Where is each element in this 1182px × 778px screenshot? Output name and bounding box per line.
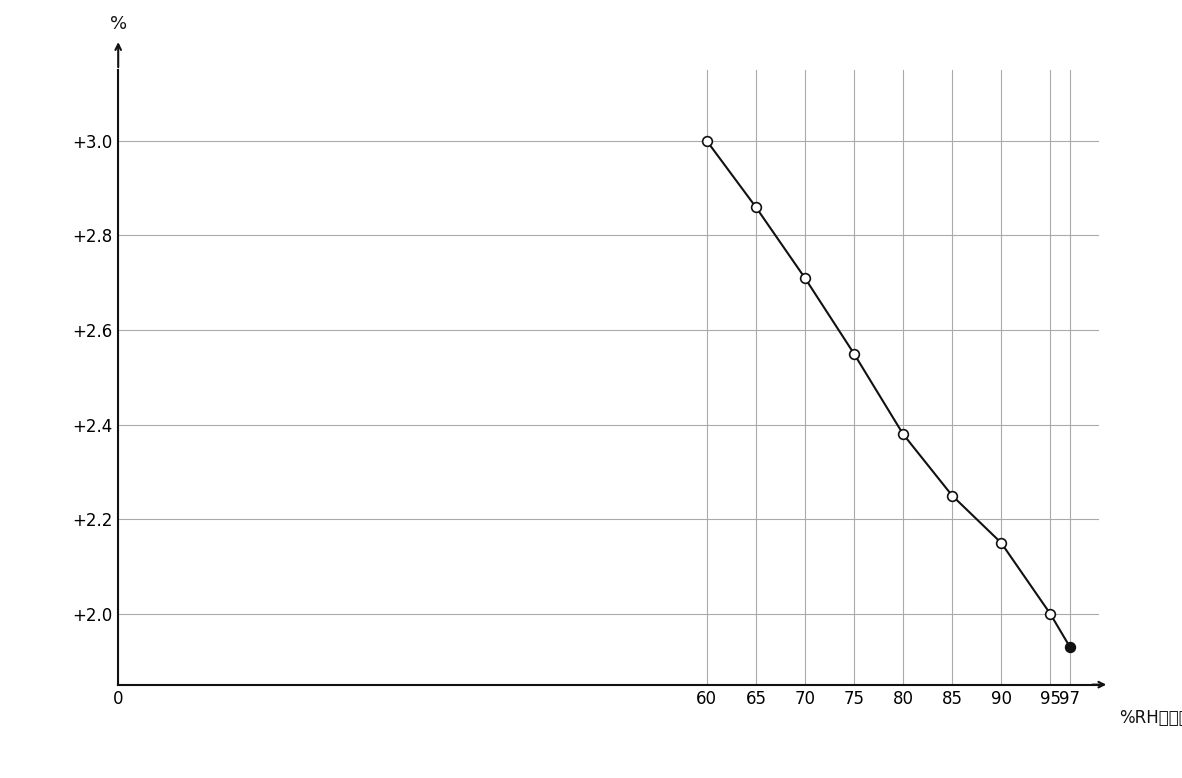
Text: %RH（湿度）: %RH（湿度）: [1119, 710, 1182, 727]
Text: %: %: [110, 15, 126, 33]
